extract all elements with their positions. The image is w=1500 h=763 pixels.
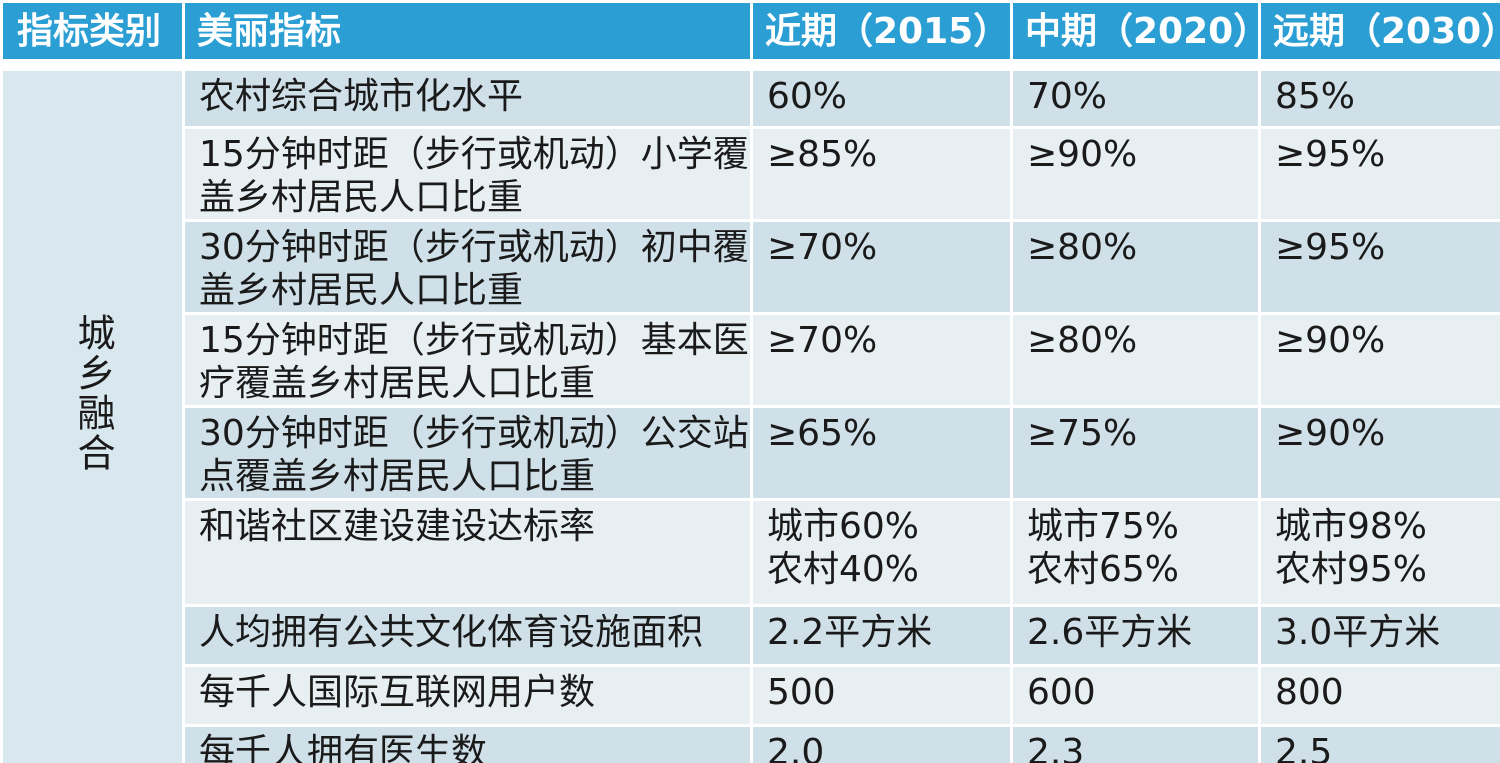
value-line: 2.5 [1275, 732, 1333, 763]
value-cell-near: ≥70% [750, 219, 1013, 315]
indicator-cell: 农村综合城市化水平 [182, 68, 753, 129]
value-cell-far: ≥90% [1258, 312, 1500, 408]
value-cell-far: 800 [1258, 664, 1500, 727]
indicator-cell: 15分钟时距（步行或机动）小学覆盖乡村居民人口比重 [182, 126, 753, 222]
header-long-term: 远期（2030） [1258, 0, 1500, 62]
value-line: 60% [767, 76, 848, 117]
value-line: 2.0 [767, 732, 825, 763]
value-cell-far: ≥95% [1258, 126, 1500, 222]
header-row: 指标类别 美丽指标 近期（2015） 中期（2020） 远期（2030） [0, 0, 1500, 62]
value-line: ≥65% [767, 413, 878, 454]
value-cell-mid: 城市75% 农村65% [1010, 498, 1261, 607]
value-cell-mid: 70% [1010, 68, 1261, 129]
header-near-term: 近期（2015） [750, 0, 1013, 62]
table-row: 15分钟时距（步行或机动）基本医疗覆盖乡村居民人口比重 ≥70% ≥80% ≥90% [2, 312, 1500, 408]
value-line: 城市75% [1027, 506, 1180, 547]
value-cell-near: 2.2平方米 [750, 604, 1013, 667]
value-cell-far: 2.5 [1258, 724, 1500, 763]
value-cell-mid: ≥80% [1010, 312, 1261, 408]
value-line: ≥80% [1027, 320, 1138, 361]
table-row: 每千人国际互联网用户数 500 600 800 [2, 664, 1500, 727]
value-cell-near: 60% [750, 68, 1013, 129]
value-cell-mid: ≥75% [1010, 405, 1261, 501]
indicator-cell: 30分钟时距（步行或机动）初中覆盖乡村居民人口比重 [182, 219, 753, 315]
value-line: ≥80% [1027, 227, 1138, 268]
header-indicator: 美丽指标 [182, 0, 753, 62]
indicator-cell: 每千人拥有医生数 [182, 724, 753, 763]
value-cell-near: 城市60% 农村40% [750, 498, 1013, 607]
value-line: ≥95% [1275, 134, 1386, 175]
value-line: 2.2平方米 [767, 612, 933, 653]
value-line: ≥90% [1275, 413, 1386, 454]
category-cell: 城乡融合 [0, 68, 185, 763]
value-line: 城市60% [767, 506, 920, 547]
value-line: ≥90% [1027, 134, 1138, 175]
value-line: ≥70% [767, 320, 878, 361]
value-line: 农村40% [767, 549, 920, 590]
indicator-cell: 30分钟时距（步行或机动）公交站点覆盖乡村居民人口比重 [182, 405, 753, 501]
table-row: 30分钟时距（步行或机动）公交站点覆盖乡村居民人口比重 ≥65% ≥75% ≥90% [2, 405, 1500, 501]
value-line: 500 [767, 672, 836, 713]
value-cell-near: ≥70% [750, 312, 1013, 408]
table-row: 每千人拥有医生数 2.0 2.3 2.5 [2, 724, 1500, 763]
table-row: 和谐社区建设建设达标率 城市60% 农村40% 城市75% 农村65% 城市98% 农村95… [2, 498, 1500, 607]
value-line: ≥70% [767, 227, 878, 268]
value-line: 2.6平方米 [1027, 612, 1193, 653]
value-cell-far: 85% [1258, 68, 1500, 129]
value-cell-far: ≥90% [1258, 405, 1500, 501]
value-cell-near: ≥85% [750, 126, 1013, 222]
table-row: 30分钟时距（步行或机动）初中覆盖乡村居民人口比重 ≥70% ≥80% ≥95% [2, 219, 1500, 315]
value-cell-mid: 600 [1010, 664, 1261, 727]
value-line: ≥75% [1027, 413, 1138, 454]
value-line: ≥85% [767, 134, 878, 175]
value-cell-mid: ≥90% [1010, 126, 1261, 222]
value-cell-near: ≥65% [750, 405, 1013, 501]
value-line: 农村65% [1027, 549, 1180, 590]
value-line: 70% [1027, 76, 1108, 117]
table-row: 15分钟时距（步行或机动）小学覆盖乡村居民人口比重 ≥85% ≥90% ≥95% [2, 126, 1500, 222]
value-cell-mid: 2.3 [1010, 724, 1261, 763]
value-line: 85% [1275, 76, 1356, 117]
header-mid-term: 中期（2020） [1010, 0, 1261, 62]
value-cell-far: ≥95% [1258, 219, 1500, 315]
indicator-cell: 和谐社区建设建设达标率 [182, 498, 753, 607]
value-cell-mid: 2.6平方米 [1010, 604, 1261, 667]
value-line: ≥90% [1275, 320, 1386, 361]
value-line: 城市98% [1275, 506, 1428, 547]
table-row: 城乡融合 农村综合城市化水平 60% 70% 85% [0, 68, 1500, 763]
value-line: ≥95% [1275, 227, 1386, 268]
value-cell-mid: ≥80% [1010, 219, 1261, 315]
indicator-cell: 15分钟时距（步行或机动）基本医疗覆盖乡村居民人口比重 [182, 312, 753, 408]
header-category: 指标类别 [0, 0, 185, 62]
value-line: 2.3 [1027, 732, 1085, 763]
value-cell-near: 2.0 [750, 724, 1013, 763]
value-cell-far: 城市98% 农村95% [1258, 498, 1500, 607]
value-line: 3.0平方米 [1275, 612, 1441, 653]
category-label: 城乡融合 [71, 312, 115, 473]
value-line: 农村95% [1275, 549, 1428, 590]
value-cell-far: 3.0平方米 [1258, 604, 1500, 667]
value-cell-near: 500 [750, 664, 1013, 727]
value-line: 600 [1027, 672, 1096, 713]
indicator-cell: 每千人国际互联网用户数 [182, 664, 753, 727]
indicator-cell: 人均拥有公共文化体育设施面积 [182, 604, 753, 667]
table-row: 人均拥有公共文化体育设施面积 2.2平方米 2.6平方米 3.0平方米 [2, 604, 1500, 667]
value-line: 800 [1275, 672, 1344, 713]
